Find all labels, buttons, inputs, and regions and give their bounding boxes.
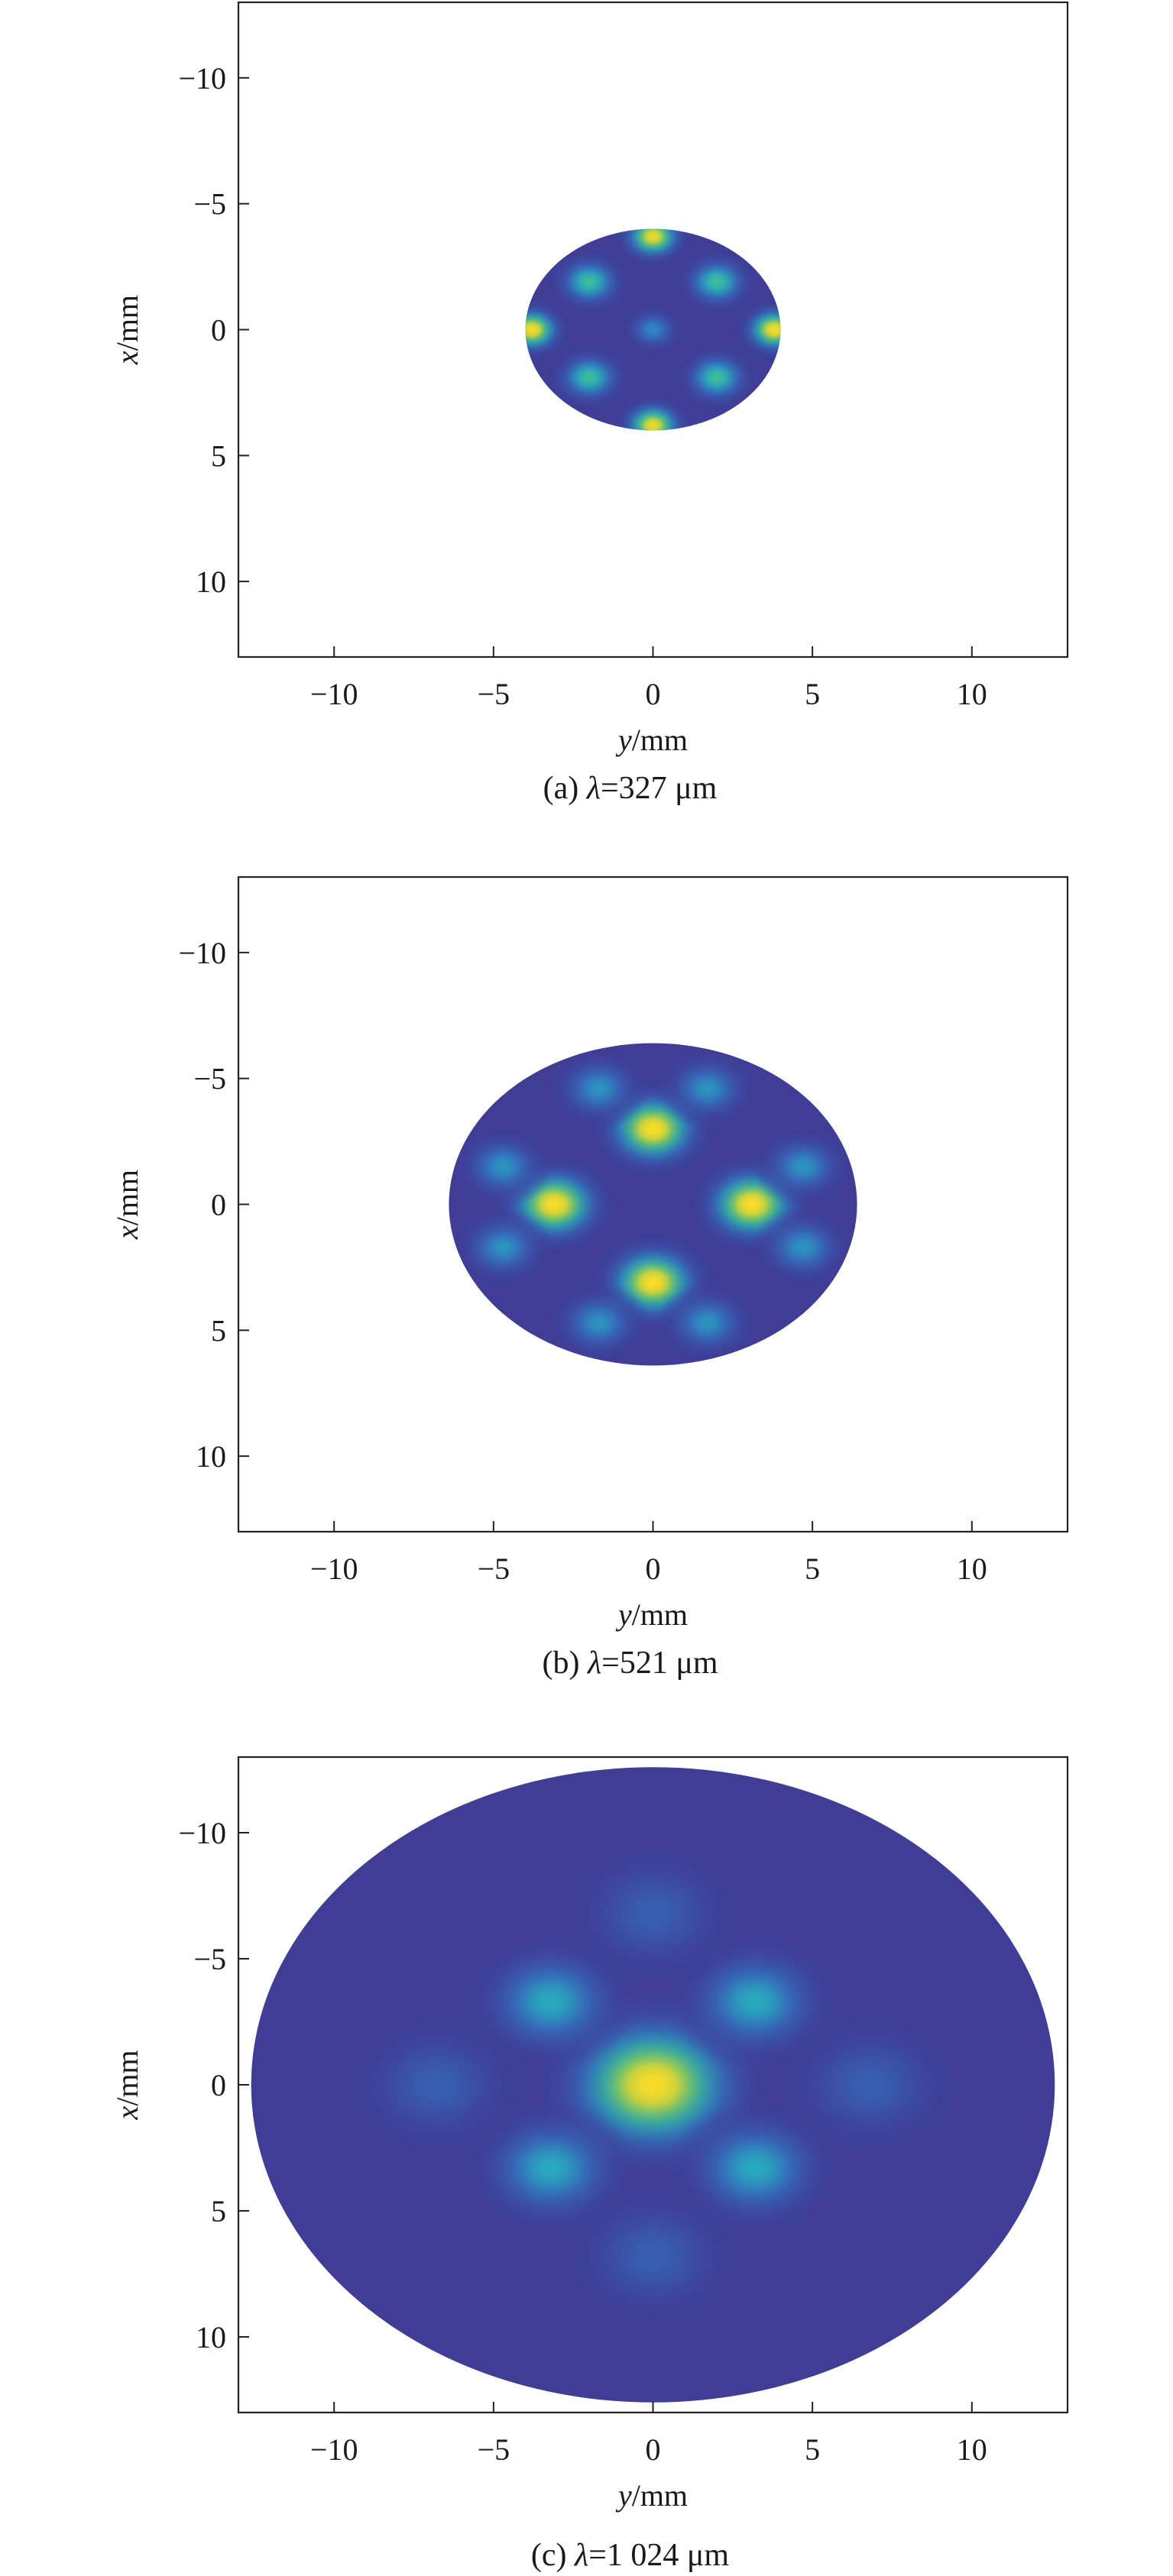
x-tick-label: 5 <box>805 2432 820 2467</box>
intensity-spot <box>656 1047 759 1130</box>
intensity-spot <box>674 248 760 316</box>
panel-caption: (b) λ=521 μm <box>542 1646 718 1681</box>
chart-panel-1: −10 −5 0 5 10 −10 −5 0 5 10 y/mm x/mm (a) λ=327 μm <box>110 1 1069 806</box>
x-tick-label: 10 <box>957 677 987 711</box>
aperture-disc <box>449 1043 857 1366</box>
intensity-spot <box>556 2180 750 2333</box>
x-tick-label: 10 <box>957 1552 987 1586</box>
intensity-spot <box>674 344 760 411</box>
intensity-spot <box>547 1047 650 1130</box>
x-tick-label: 0 <box>646 677 661 711</box>
intensity-spot <box>613 394 693 431</box>
panel-caption: (c) λ=1 024 μm <box>531 2538 730 2573</box>
chart-panel-3: −10 −5 0 5 10 −10 −5 0 5 10 y/mm x/mm (c) λ=1 024 μm <box>110 1756 1069 2573</box>
y-axis-label: x/mm <box>110 295 144 365</box>
chart-panel-2: −10 −5 0 5 10 −10 −5 0 5 10 y/mm x/mm (b) λ=521 μm <box>110 875 1069 1681</box>
y-axis-label: x/mm <box>110 1170 144 1240</box>
x-tick-label: −10 <box>310 1552 358 1586</box>
intensity-spot <box>451 1206 555 1288</box>
intensity-spot <box>525 298 572 361</box>
x-tick-label: −10 <box>310 2432 358 2467</box>
x-axis-label: y/mm <box>615 723 688 757</box>
intensity-spot <box>547 1282 650 1364</box>
y-tick-label: 10 <box>196 2320 226 2354</box>
x-tick-label: 0 <box>646 2432 661 2467</box>
intensity-spot <box>773 2008 967 2162</box>
x-tick-label: −5 <box>478 677 510 711</box>
x-tick-label: −10 <box>310 677 358 711</box>
y-tick-label: −5 <box>193 1942 226 1976</box>
intensity-spot <box>619 303 687 356</box>
y-axis-label: x/mm <box>110 2050 144 2120</box>
intensity-spot <box>751 1206 855 1288</box>
y-tick-label: −5 <box>193 1062 226 1096</box>
y-tick-label: 5 <box>211 2194 226 2228</box>
y-tick-label: 0 <box>211 1188 226 1222</box>
y-tick-label: 0 <box>211 2068 226 2102</box>
x-axis-label: y/mm <box>615 2478 688 2513</box>
panel-caption: (a) λ=327 μm <box>543 771 718 806</box>
intensity-spot <box>451 1125 555 1208</box>
y-tick-label: −10 <box>178 936 226 970</box>
intensity-spot <box>556 1837 750 1990</box>
x-tick-label: 5 <box>805 1552 820 1586</box>
intensity-spot <box>656 1282 759 1364</box>
y-tick-label: 0 <box>211 313 226 348</box>
x-tick-label: 10 <box>957 2432 987 2467</box>
y-tick-label: 10 <box>196 565 226 599</box>
x-tick-label: −5 <box>478 2432 510 2467</box>
y-tick-label: 5 <box>211 1313 226 1348</box>
x-tick-label: 5 <box>805 677 820 711</box>
intensity-spot <box>613 228 693 268</box>
y-tick-label: −10 <box>178 61 226 95</box>
intensity-spot <box>734 298 781 361</box>
intensity-spot <box>546 248 632 316</box>
intensity-spot <box>751 1125 855 1208</box>
y-tick-label: 5 <box>211 439 226 473</box>
x-tick-label: 0 <box>646 1552 661 1586</box>
intensity-spot <box>339 2008 533 2162</box>
intensity-spot <box>546 344 632 411</box>
y-tick-label: −10 <box>178 1816 226 1850</box>
y-tick-label: −5 <box>193 187 226 222</box>
x-axis-label: y/mm <box>615 1597 688 1632</box>
x-tick-label: −5 <box>478 1552 510 1586</box>
y-tick-label: 10 <box>196 1439 226 1474</box>
